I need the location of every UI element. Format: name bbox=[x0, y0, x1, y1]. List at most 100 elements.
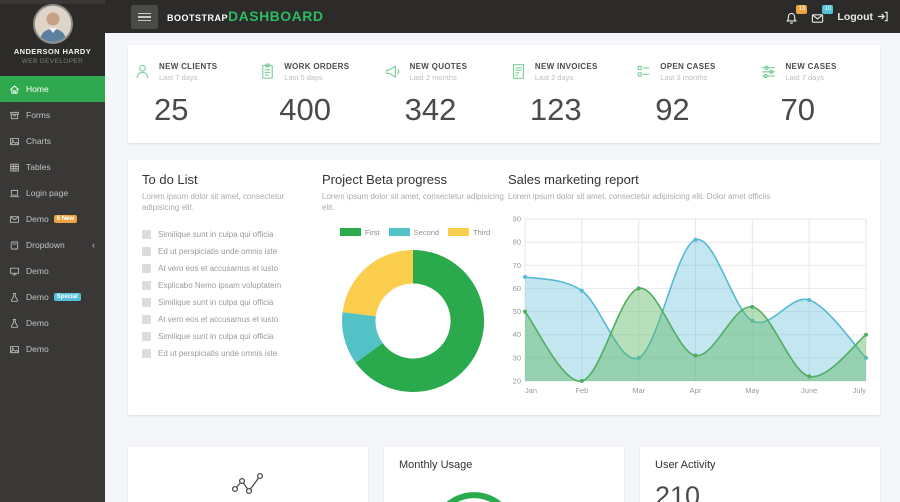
legend-item: Second bbox=[389, 228, 439, 237]
sidebar-item-demo-10[interactable]: Demo bbox=[0, 336, 105, 362]
todo-checkbox[interactable] bbox=[142, 332, 151, 341]
todo-item: Similique sunt in culpa qui officia bbox=[142, 328, 318, 345]
stats-card: NEW CLIENTSLast 7 days25WORK ORDERSLast … bbox=[128, 45, 880, 143]
svg-text:Mar: Mar bbox=[632, 386, 645, 395]
stat-value: 123 bbox=[530, 92, 629, 128]
logout-icon bbox=[877, 11, 888, 22]
stat-title: NEW INVOICES bbox=[535, 62, 629, 71]
svg-text:70: 70 bbox=[513, 261, 521, 270]
bottom-card-user-activity: User Activity 210 bbox=[640, 447, 880, 502]
picture-icon bbox=[9, 344, 20, 355]
sidebar-item-login-page-4[interactable]: Login page bbox=[0, 180, 105, 206]
todo-checkbox[interactable] bbox=[142, 264, 151, 273]
todo-checkbox[interactable] bbox=[142, 349, 151, 358]
todo-item: Similique sunt in culpa qui officia bbox=[142, 294, 318, 311]
stat-value: 342 bbox=[405, 92, 504, 128]
stat-title: NEW QUOTES bbox=[410, 62, 504, 71]
sidebar-item-label: Home bbox=[26, 84, 49, 94]
svg-text:July: July bbox=[853, 386, 867, 395]
chevron-left-icon: ‹ bbox=[92, 240, 95, 250]
todo-item-label: Similique sunt in culpa qui officia bbox=[158, 298, 273, 307]
bell-badge: 13 bbox=[796, 5, 807, 14]
legend-item: First bbox=[340, 228, 380, 237]
todo-item: Explicabo Nemo ipsam voluptatem bbox=[142, 277, 318, 294]
monitor-icon bbox=[9, 266, 20, 277]
brand-logo[interactable]: BOOTSTRAPDASHBOARD bbox=[167, 8, 324, 26]
sidebar-item-label: Dropdown bbox=[26, 240, 65, 250]
todo-item-label: Similique sunt in culpa qui officia bbox=[158, 332, 273, 341]
legend-swatch bbox=[448, 228, 469, 236]
stat-new-quotes: NEW QUOTES Last 2 months 342 bbox=[379, 45, 504, 143]
user-profile[interactable]: ANDERSON HARDY WEB DEVELOPER bbox=[0, 4, 105, 76]
main-card: To do List Lorem ipsum dolor sit amet, c… bbox=[128, 160, 880, 415]
invoice-icon bbox=[509, 62, 528, 81]
sidebar-item-demo-7[interactable]: Demo bbox=[0, 258, 105, 284]
dashboard-app: BOOTSTRAPDASHBOARD 13 10 Logout bbox=[0, 0, 900, 502]
todo-item-label: Ed ut perspiciatis unde omnis iste bbox=[158, 247, 277, 256]
area-chart: 9080706050403020JanFebMarAprMayJuneJuly bbox=[508, 203, 870, 406]
profile-role: WEB DEVELOPER bbox=[0, 58, 105, 65]
sidebar-item-label: Tables bbox=[26, 162, 51, 172]
legend-swatch bbox=[340, 228, 361, 236]
book-icon bbox=[9, 240, 20, 251]
todo-checkbox[interactable] bbox=[142, 281, 151, 290]
todo-checkbox[interactable] bbox=[142, 247, 151, 256]
logout-button[interactable]: Logout bbox=[837, 11, 888, 23]
stat-new-cases: NEW CASESLast 7 days70 bbox=[754, 45, 879, 143]
sidebar-item-label: Demo bbox=[26, 318, 49, 328]
stat-title: NEW CLIENTS bbox=[159, 62, 253, 71]
todo-item-label: At vero eos et accusamus et iusto bbox=[158, 264, 278, 273]
stat-new-invoices: NEW INVOICESLast 2 days123 bbox=[504, 45, 629, 143]
todo-checkbox[interactable] bbox=[142, 230, 151, 239]
sales-desc: Lorem ipsum dolor sit amet, consectetur … bbox=[508, 192, 870, 203]
sidebar-item-tables-3[interactable]: Tables bbox=[0, 154, 105, 180]
avatar-image bbox=[35, 6, 71, 42]
todo-item-label: Explicabo Nemo ipsam voluptatem bbox=[158, 281, 281, 290]
sidebar-badge: Special bbox=[54, 293, 81, 301]
svg-text:Jan: Jan bbox=[525, 386, 537, 395]
notifications-bell-button[interactable]: 13 bbox=[785, 9, 801, 25]
sales-report-section: Sales marketing report Lorem ipsum dolor… bbox=[508, 172, 870, 406]
messages-button[interactable]: 10 bbox=[811, 9, 827, 25]
legend-label: First bbox=[365, 228, 380, 237]
stat-value: 92 bbox=[655, 92, 754, 128]
donut-chart bbox=[322, 243, 504, 404]
home-icon bbox=[9, 84, 20, 95]
legend-item: Third bbox=[448, 228, 490, 237]
sidebar-item-demo-5[interactable]: Demo6 New bbox=[0, 206, 105, 232]
svg-text:60: 60 bbox=[513, 284, 521, 293]
brand-prefix: BOOTSTRAP bbox=[167, 13, 228, 23]
monthly-usage-gauge bbox=[426, 483, 522, 502]
monthly-usage-title: Monthly Usage bbox=[384, 447, 624, 471]
sidebar-item-dropdown-6[interactable]: Dropdown ‹ bbox=[0, 232, 105, 258]
todo-checkbox[interactable] bbox=[142, 315, 151, 324]
sidebar-item-demo-9[interactable]: Demo bbox=[0, 310, 105, 336]
stat-period: Last 2 months bbox=[410, 73, 504, 82]
beta-desc: Lorem ipsum dolor sit amet, consectetur … bbox=[322, 192, 504, 214]
sidebar-item-forms-1[interactable]: Forms bbox=[0, 102, 105, 128]
todo-checkbox[interactable] bbox=[142, 298, 151, 307]
beta-title: Project Beta progress bbox=[322, 172, 504, 187]
line-chart-icon bbox=[230, 471, 266, 497]
bottom-card-chart bbox=[128, 447, 368, 502]
sales-title: Sales marketing report bbox=[508, 172, 870, 187]
svg-text:Feb: Feb bbox=[575, 386, 588, 395]
svg-text:June: June bbox=[801, 386, 817, 395]
sidebar-item-label: Demo bbox=[26, 344, 49, 354]
donut-segment-third bbox=[343, 250, 413, 316]
stat-title: NEW CASES bbox=[785, 62, 879, 71]
sidebar-item-home-0[interactable]: Home bbox=[0, 76, 105, 102]
stat-value: 400 bbox=[279, 92, 378, 128]
checklist-icon bbox=[634, 62, 653, 81]
sidebar-item-charts-2[interactable]: Charts bbox=[0, 128, 105, 154]
stat-period: Last 7 days bbox=[159, 73, 253, 82]
todo-item: Similique sunt in culpa qui officia bbox=[142, 226, 318, 243]
svg-text:40: 40 bbox=[513, 330, 521, 339]
legend-label: Third bbox=[473, 228, 490, 237]
legend-swatch bbox=[389, 228, 410, 236]
hamburger-menu-button[interactable] bbox=[131, 5, 158, 29]
sidebar-item-label: Demo bbox=[26, 292, 49, 302]
archive-icon bbox=[9, 110, 20, 121]
sidebar-item-demo-8[interactable]: Demo Special bbox=[0, 284, 105, 310]
todo-item: At vero eos et accusamus et iusto bbox=[142, 311, 318, 328]
